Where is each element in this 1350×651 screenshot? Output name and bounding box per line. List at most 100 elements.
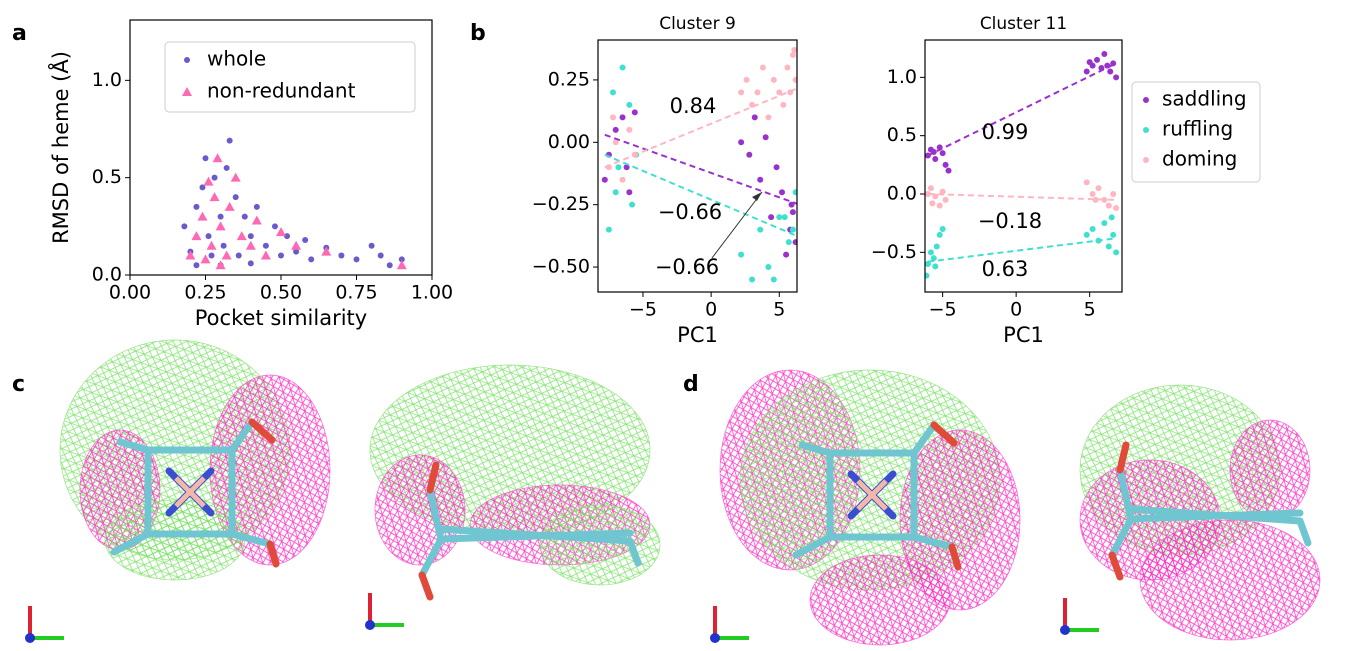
- point: [338, 252, 345, 259]
- annotation: −0.66: [655, 255, 719, 279]
- x-tick-label: 0.25: [184, 282, 226, 304]
- point: [930, 255, 937, 262]
- panel-label: b: [470, 21, 486, 46]
- fit-line: [604, 153, 797, 238]
- legend-marker: [184, 57, 190, 63]
- point: [925, 272, 930, 279]
- bond: [798, 441, 834, 457]
- legend-box: [164, 41, 416, 113]
- x-tick-label: −5: [929, 299, 957, 321]
- point: [933, 243, 940, 250]
- point: [612, 126, 619, 133]
- point: [1089, 226, 1096, 232]
- point: [236, 231, 247, 241]
- chart-title: Cluster 11: [980, 14, 1067, 34]
- point: [396, 260, 407, 270]
- x-tick-label: 0: [1010, 299, 1022, 321]
- point: [1105, 202, 1112, 209]
- x-axis-label: Pocket similarity: [195, 306, 367, 330]
- point: [235, 252, 242, 259]
- bond: [266, 540, 280, 568]
- chart: Cluster 11 −5 0 5 −0.5 0.0 0.5 1.0 PC1 0.99 −0.18 0…: [871, 14, 1261, 347]
- fit-line: [604, 133, 797, 205]
- point: [776, 89, 783, 96]
- point: [321, 246, 332, 256]
- point: [936, 202, 943, 209]
- point: [738, 251, 745, 258]
- point: [780, 101, 787, 108]
- bond: [426, 461, 440, 494]
- molecular-renderings: [25, 339, 1321, 646]
- point: [939, 226, 946, 232]
- point: [619, 64, 626, 71]
- point: [626, 189, 633, 196]
- legend-label: non-redundant: [207, 79, 356, 103]
- point: [193, 203, 200, 210]
- x-tick-label: 1.00: [411, 282, 453, 304]
- legend-label: whole: [207, 47, 266, 71]
- point: [271, 223, 278, 230]
- fit-line: [927, 193, 1117, 201]
- legend-box: [1131, 81, 1261, 183]
- y-tick-label: 0.5: [92, 166, 122, 188]
- bond: [1116, 441, 1130, 474]
- x-tick-label: 0.50: [260, 282, 302, 304]
- point: [205, 233, 212, 240]
- legend-label: saddling: [1162, 87, 1247, 111]
- point: [199, 184, 206, 191]
- chart-title: Cluster 9: [659, 14, 736, 34]
- point: [615, 164, 622, 171]
- point: [932, 156, 939, 162]
- bond: [110, 530, 152, 556]
- point: [765, 264, 772, 271]
- point: [932, 263, 939, 270]
- point: [260, 250, 271, 260]
- y-tick-label: 0.5: [887, 124, 917, 146]
- axis-gizmo: [710, 633, 720, 643]
- point: [773, 164, 780, 171]
- point: [197, 211, 208, 221]
- point: [762, 134, 769, 141]
- point: [629, 201, 636, 208]
- point: [765, 114, 772, 121]
- x-tick-label: 5: [1084, 299, 1096, 321]
- density-mesh: [539, 504, 661, 586]
- point: [1107, 68, 1114, 75]
- legend-marker: [1143, 157, 1149, 163]
- point: [609, 89, 616, 96]
- bond: [116, 438, 152, 454]
- point: [212, 153, 223, 163]
- point: [619, 114, 626, 121]
- point: [1095, 185, 1102, 192]
- bond: [418, 537, 444, 579]
- point: [759, 64, 766, 71]
- panel-label: c: [12, 372, 25, 397]
- axis-gizmo: [365, 620, 375, 630]
- bond: [228, 530, 274, 548]
- point: [612, 139, 619, 146]
- point: [276, 227, 286, 237]
- point: [386, 262, 393, 269]
- x-tick-label: 0.00: [109, 282, 151, 304]
- x-tick-label: 0: [705, 299, 717, 321]
- axis-gizmo: [1060, 625, 1070, 635]
- point: [601, 176, 608, 183]
- point: [783, 251, 790, 258]
- x-axis-label: PC1: [677, 323, 718, 347]
- point: [631, 109, 638, 116]
- fit-line: [927, 237, 1117, 263]
- point: [302, 236, 309, 243]
- point: [202, 155, 209, 162]
- y-tick-label: 0.0: [92, 264, 122, 286]
- point: [193, 262, 200, 269]
- point: [1105, 243, 1112, 250]
- point: [181, 223, 188, 230]
- bond: [856, 479, 888, 511]
- point: [293, 248, 300, 255]
- point: [609, 114, 616, 121]
- bond: [418, 571, 434, 601]
- density-mesh: [374, 454, 466, 566]
- point: [245, 240, 256, 250]
- fit-line: [604, 87, 797, 169]
- point: [927, 185, 934, 192]
